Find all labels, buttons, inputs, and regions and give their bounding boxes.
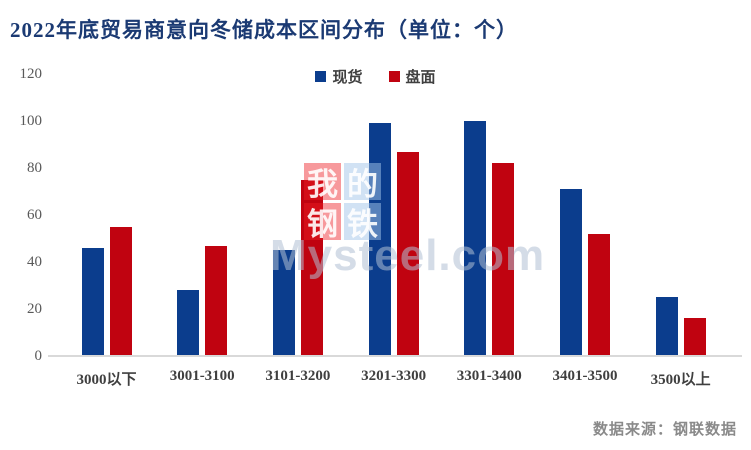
- spot-bar-3000以下: [81, 247, 104, 356]
- legend-label-futures: 盘面: [405, 69, 436, 86]
- spot-bar-3500以上: [655, 297, 678, 356]
- y-tick-label: 0: [34, 348, 43, 364]
- futures-bar-3401-3500: [588, 233, 610, 356]
- x-tick-label: 3201-3300: [361, 368, 427, 384]
- y-tick-label: 120: [19, 66, 43, 82]
- y-tick-label: 60: [27, 207, 42, 223]
- futures-bar-3101-3200: [300, 179, 323, 356]
- futures-bar-3301-3400: [492, 163, 515, 356]
- x-tick-label: 3101-3200: [265, 368, 331, 384]
- futures-bar-3000以下: [109, 226, 132, 356]
- y-tick-label: 40: [27, 254, 42, 270]
- futures-legend-swatch-icon: [388, 70, 400, 82]
- x-tick-label: 3001-3100: [169, 368, 235, 384]
- futures-bar-3201-3300: [396, 151, 419, 356]
- x-tick-label: 3000以下: [76, 372, 137, 388]
- futures-bar-3500以上: [683, 318, 706, 356]
- spot-bar-3001-3100: [177, 290, 200, 356]
- futures-bar-3001-3100: [205, 245, 228, 356]
- x-tick-label: 3401-3500: [552, 368, 618, 384]
- spot-bar-3201-3300: [368, 123, 391, 356]
- legend-label-spot: 现货: [332, 69, 363, 86]
- y-tick-label: 80: [27, 160, 42, 176]
- x-tick-label: 3301-3400: [456, 368, 522, 384]
- legend-item-spot: 现货: [315, 66, 363, 87]
- y-tick-label: 20: [27, 301, 42, 317]
- data-source-caption: 数据来源：钢联数据: [592, 422, 737, 438]
- spot-bar-3101-3200: [272, 250, 295, 356]
- legend-item-futures: 盘面: [388, 66, 436, 87]
- chart-title: 2022年底贸易商意向冬储成本区间分布（单位：个）: [10, 18, 518, 42]
- x-axis-line: [48, 355, 742, 357]
- spot-bar-3301-3400: [464, 121, 487, 356]
- chart-legend: 现货 盘面: [0, 66, 751, 86]
- spot-legend-swatch-icon: [315, 70, 327, 82]
- x-tick-label: 3500以上: [650, 372, 711, 388]
- spot-bar-3401-3500: [560, 189, 582, 356]
- y-tick-label: 100: [19, 113, 43, 129]
